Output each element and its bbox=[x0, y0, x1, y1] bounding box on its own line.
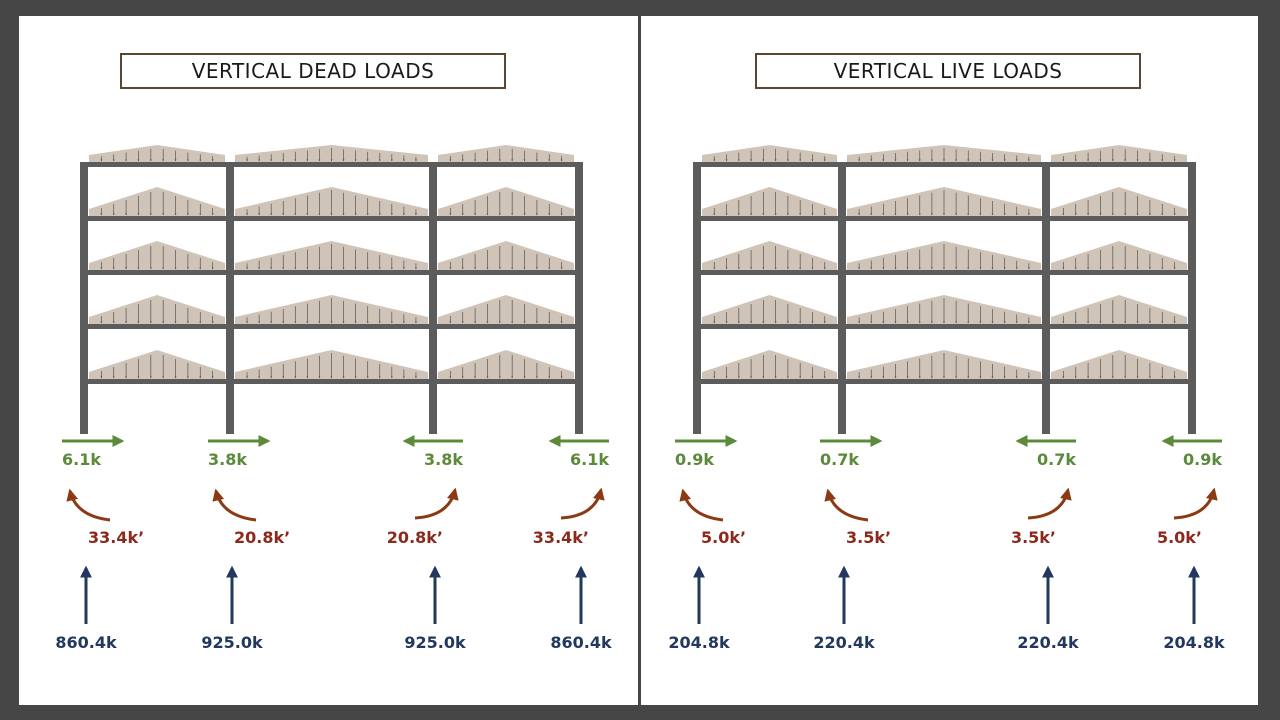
distributed-load bbox=[235, 241, 428, 271]
dead-loads-panel: VERTICAL DEAD LOADS 6.1k 33.4k’ 860.4k 3.8k… bbox=[19, 16, 638, 705]
support-reaction: 0.7k 3.5k’ 220.4k bbox=[813, 435, 891, 652]
shear-value: 0.7k bbox=[820, 450, 859, 469]
moment-arrow-icon bbox=[679, 488, 724, 522]
moment-arrow-icon bbox=[414, 487, 459, 520]
axial-value: 220.4k bbox=[813, 633, 875, 652]
distributed-load bbox=[438, 187, 574, 217]
distributed-load bbox=[1051, 295, 1187, 325]
distributed-load bbox=[235, 145, 428, 163]
moment-arrow-icon bbox=[212, 488, 257, 522]
distributed-load bbox=[702, 295, 837, 325]
beam bbox=[80, 324, 583, 329]
beam bbox=[693, 162, 1196, 167]
shear-value: 3.8k bbox=[424, 450, 463, 469]
distributed-load bbox=[89, 295, 225, 325]
shear-value: 6.1k bbox=[62, 450, 101, 469]
moment-value: 33.4k’ bbox=[88, 528, 144, 547]
shear-value: 0.9k bbox=[675, 450, 714, 469]
column bbox=[80, 162, 88, 434]
distributed-load bbox=[702, 187, 837, 217]
moment-arrow-icon bbox=[824, 488, 869, 522]
beam bbox=[693, 324, 1196, 329]
distributed-load bbox=[847, 187, 1041, 217]
moment-arrow-icon bbox=[1027, 487, 1072, 520]
distributed-load bbox=[89, 350, 225, 380]
moment-value: 20.8k’ bbox=[387, 528, 443, 547]
beam bbox=[80, 216, 583, 221]
moment-value: 20.8k’ bbox=[234, 528, 290, 547]
distributed-load bbox=[1051, 241, 1187, 271]
axial-value: 925.0k bbox=[404, 633, 466, 652]
moment-value: 5.0k’ bbox=[701, 528, 746, 547]
distributed-load bbox=[847, 241, 1041, 271]
beam bbox=[693, 270, 1196, 275]
moment-value: 5.0k’ bbox=[1157, 528, 1202, 547]
distributed-load bbox=[847, 295, 1041, 325]
support-reaction: 3.8k 20.8k’ 925.0k bbox=[387, 435, 466, 652]
distributed-load bbox=[89, 187, 225, 217]
distributed-load bbox=[702, 350, 837, 380]
shear-value: 0.9k bbox=[1183, 450, 1222, 469]
distributed-load bbox=[847, 350, 1041, 380]
axial-value: 860.4k bbox=[550, 633, 612, 652]
live-loads-panel: VERTICAL LIVE LOADS 0.9k 5.0k’ 204.8k 0.7k 3… bbox=[641, 16, 1258, 705]
distributed-load bbox=[89, 145, 225, 163]
column bbox=[575, 162, 583, 434]
support-reaction: 6.1k 33.4k’ 860.4k bbox=[533, 435, 612, 652]
distributed-load bbox=[235, 350, 428, 380]
column bbox=[429, 162, 437, 434]
dead-loads-diagram: 6.1k 33.4k’ 860.4k 3.8k 20.8k’ 925.0k 3.8k 20.8… bbox=[55, 145, 612, 652]
distributed-load bbox=[235, 187, 428, 217]
support-reaction: 0.7k 3.5k’ 220.4k bbox=[1011, 435, 1079, 652]
column bbox=[838, 162, 846, 434]
moment-arrow-icon bbox=[66, 488, 111, 522]
axial-value: 204.8k bbox=[1163, 633, 1225, 652]
panel-title: VERTICAL LIVE LOADS bbox=[755, 53, 1141, 89]
axial-value: 204.8k bbox=[668, 633, 730, 652]
beam bbox=[693, 379, 1196, 384]
live-loads-diagram: 0.9k 5.0k’ 204.8k 0.7k 3.5k’ 220.4k 0.7k 3.5k’ 2… bbox=[668, 145, 1225, 652]
frame-structure bbox=[693, 145, 1196, 434]
distributed-load bbox=[438, 145, 574, 163]
support-reaction: 3.8k 20.8k’ 925.0k bbox=[201, 435, 290, 652]
distributed-load bbox=[702, 241, 837, 271]
distributed-load bbox=[438, 241, 574, 271]
distributed-load bbox=[1051, 350, 1187, 380]
axial-value: 860.4k bbox=[55, 633, 117, 652]
beam bbox=[80, 379, 583, 384]
shear-value: 6.1k bbox=[570, 450, 609, 469]
beam bbox=[80, 270, 583, 275]
support-reaction: 6.1k 33.4k’ 860.4k bbox=[55, 435, 144, 652]
distributed-load bbox=[438, 295, 574, 325]
axial-value: 925.0k bbox=[201, 633, 263, 652]
column bbox=[1042, 162, 1050, 434]
axial-value: 220.4k bbox=[1017, 633, 1079, 652]
distributed-load bbox=[847, 145, 1041, 163]
column bbox=[1188, 162, 1196, 434]
moment-value: 3.5k’ bbox=[1011, 528, 1056, 547]
column bbox=[226, 162, 234, 434]
moment-value: 33.4k’ bbox=[533, 528, 589, 547]
support-reaction: 0.9k 5.0k’ 204.8k bbox=[668, 435, 746, 652]
shear-value: 3.8k bbox=[208, 450, 247, 469]
moment-arrow-icon bbox=[1173, 487, 1218, 520]
column bbox=[693, 162, 701, 434]
panel-title: VERTICAL DEAD LOADS bbox=[120, 53, 506, 89]
distributed-load bbox=[89, 241, 225, 271]
beam bbox=[693, 216, 1196, 221]
distributed-load bbox=[1051, 187, 1187, 217]
shear-value: 0.7k bbox=[1037, 450, 1076, 469]
beam bbox=[80, 162, 583, 167]
distributed-load bbox=[702, 145, 837, 163]
support-reaction: 0.9k 5.0k’ 204.8k bbox=[1157, 435, 1225, 652]
distributed-load bbox=[235, 295, 428, 325]
frame-structure bbox=[80, 145, 583, 434]
distributed-load bbox=[438, 350, 574, 380]
distributed-load bbox=[1051, 145, 1187, 163]
moment-value: 3.5k’ bbox=[846, 528, 891, 547]
moment-arrow-icon bbox=[560, 487, 605, 520]
